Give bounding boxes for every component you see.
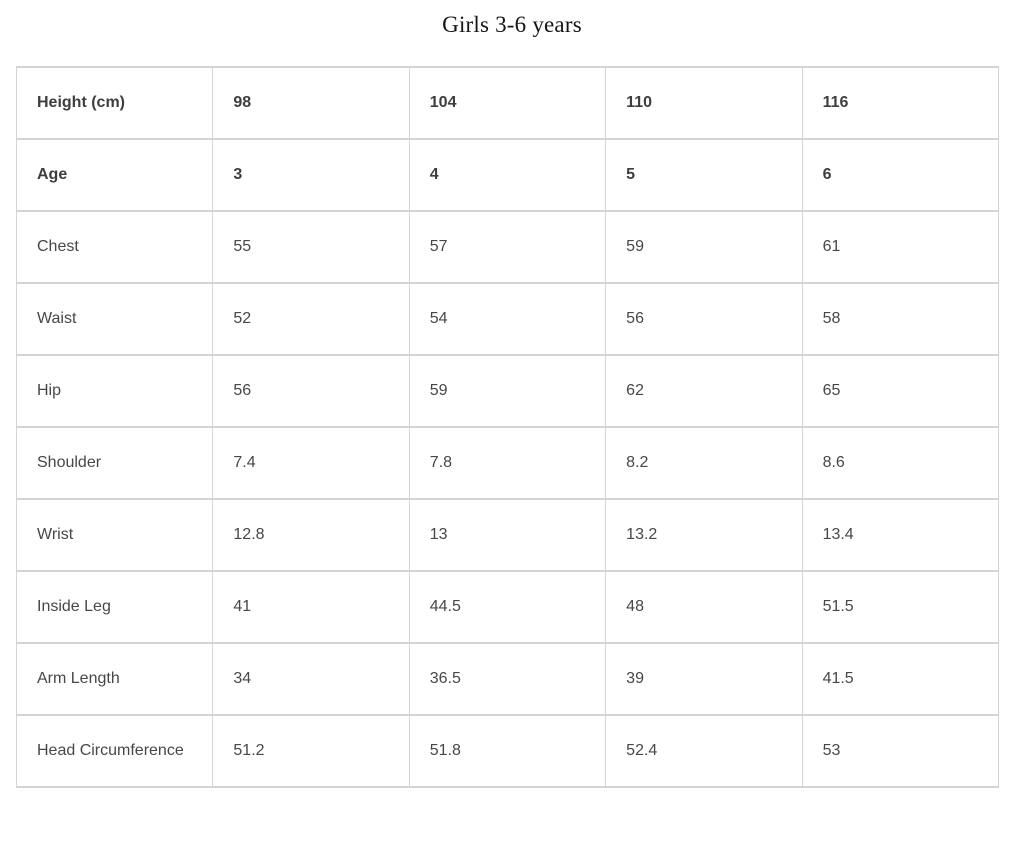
table-row: Arm Length 34 36.5 39 41.5 [15,642,1000,716]
value-cell: 12.8 [212,498,410,572]
row-label-cell: Head Circumference [15,714,214,788]
row-label-cell: Shoulder [15,426,214,500]
value-cell: 51.2 [212,714,410,788]
row-label-cell: Hip [15,354,214,428]
table-row: Hip 56 59 62 65 [15,354,1000,428]
row-label-cell: Height (cm) [15,66,214,140]
row-label-cell: Age [15,138,214,212]
value-cell: 6 [801,138,1000,212]
value-cell: 104 [408,66,607,140]
value-cell: 44.5 [408,570,607,644]
value-cell: 53 [801,714,1000,788]
value-cell: 7.8 [408,426,607,500]
value-cell: 13.4 [801,498,1000,572]
row-label-cell: Arm Length [15,642,214,716]
size-chart-table: Height (cm) 98 104 110 116 Age 3 4 5 6 Chest 55 57 59… [15,66,1000,788]
value-cell: 62 [605,354,803,428]
row-label-cell: Inside Leg [15,570,214,644]
table-row: Head Circumference 51.2 51.8 52.4 53 [15,714,1000,788]
value-cell: 65 [801,354,1000,428]
row-label-cell: Wrist [15,498,214,572]
value-cell: 52 [212,282,410,356]
value-cell: 51.5 [801,570,1000,644]
value-cell: 59 [408,354,607,428]
value-cell: 13 [408,498,607,572]
value-cell: 56 [212,354,410,428]
value-cell: 59 [605,210,803,284]
table-row: Chest 55 57 59 61 [15,210,1000,284]
value-cell: 55 [212,210,410,284]
row-label-cell: Chest [15,210,214,284]
value-cell: 41 [212,570,410,644]
value-cell: 98 [212,66,410,140]
value-cell: 5 [605,138,803,212]
value-cell: 52.4 [605,714,803,788]
value-cell: 8.6 [801,426,1000,500]
table-row: Wrist 12.8 13 13.2 13.4 [15,498,1000,572]
value-cell: 110 [605,66,803,140]
value-cell: 51.8 [408,714,607,788]
value-cell: 116 [801,66,1000,140]
table-row: Shoulder 7.4 7.8 8.2 8.6 [15,426,1000,500]
table-row: Waist 52 54 56 58 [15,282,1000,356]
value-cell: 58 [801,282,1000,356]
row-label-cell: Waist [15,282,214,356]
value-cell: 8.2 [605,426,803,500]
value-cell: 13.2 [605,498,803,572]
value-cell: 34 [212,642,410,716]
value-cell: 57 [408,210,607,284]
page-title: Girls 3-6 years [442,12,582,37]
size-chart-body: Height (cm) 98 104 110 116 Age 3 4 5 6 Chest 55 57 59… [15,66,1000,788]
value-cell: 39 [605,642,803,716]
value-cell: 7.4 [212,426,410,500]
value-cell: 4 [408,138,607,212]
table-row: Inside Leg 41 44.5 48 51.5 [15,570,1000,644]
table-row: Height (cm) 98 104 110 116 [15,66,1000,140]
value-cell: 3 [212,138,410,212]
value-cell: 54 [408,282,607,356]
value-cell: 36.5 [408,642,607,716]
value-cell: 41.5 [801,642,1000,716]
table-row: Age 3 4 5 6 [15,138,1000,212]
value-cell: 61 [801,210,1000,284]
value-cell: 56 [605,282,803,356]
value-cell: 48 [605,570,803,644]
